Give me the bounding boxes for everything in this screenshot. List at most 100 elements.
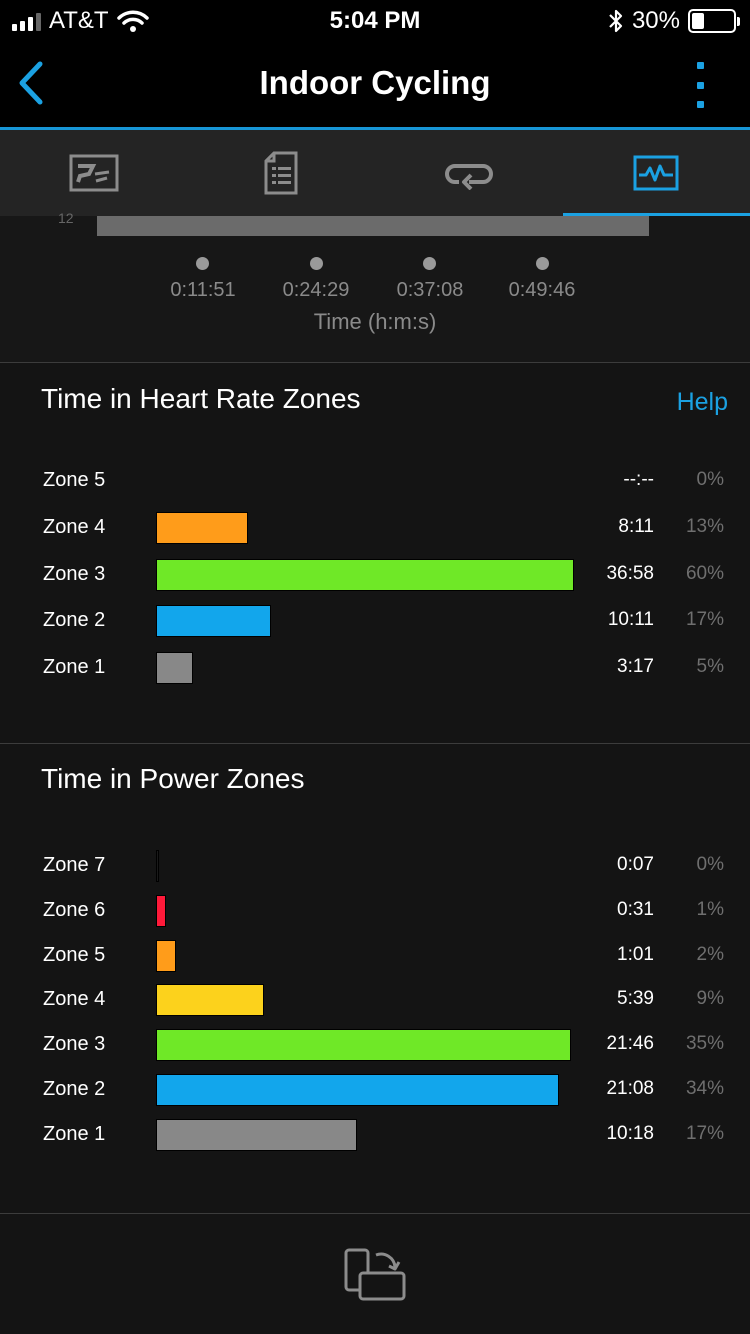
rotate-screen-icon[interactable]: [343, 1247, 407, 1303]
zone-row: Zone 2 21:08 34%: [0, 1073, 750, 1107]
zone-row: Zone 4 8:11 13%: [0, 511, 750, 545]
heart-rate-section-title: Time in Heart Rate Zones: [41, 383, 361, 414]
zone-percent: 9%: [696, 988, 724, 1010]
help-link[interactable]: Help: [676, 388, 728, 416]
zone-bar: [156, 984, 264, 1017]
tick-label: 0:24:29: [282, 279, 350, 301]
zone-bar: [156, 894, 166, 927]
more-vertical-icon[interactable]: [690, 62, 710, 108]
zone-percent: 1%: [696, 898, 724, 920]
zone-row: Zone 4 5:39 9%: [0, 983, 750, 1017]
tick-dot: [310, 257, 323, 270]
status-bar: AT&T 5:04 PM 30%: [0, 0, 750, 42]
zone-bar: [156, 652, 193, 685]
tab-details[interactable]: [188, 130, 376, 216]
zone-time: 36:58: [606, 562, 654, 584]
divider: [0, 743, 750, 744]
tick-label: 0:49:46: [508, 279, 576, 301]
details-document-icon: [264, 151, 298, 195]
zone-percent: 5%: [696, 656, 724, 678]
zone-label: Zone 3: [43, 562, 106, 585]
zone-label: Zone 7: [43, 854, 106, 876]
power-section-title: Time in Power Zones: [41, 763, 305, 794]
wifi-icon: [116, 10, 149, 32]
tab-bar: [0, 130, 750, 216]
zone-time: 10:11: [607, 609, 654, 631]
tick-label: 0:37:08: [396, 279, 464, 301]
zone-label: Zone 5: [43, 469, 106, 491]
battery-percent: 30%: [631, 7, 680, 34]
zone-bar: [156, 511, 248, 544]
zone-row: Zone 5 1:01 2%: [0, 939, 750, 973]
laps-loop-icon: [444, 164, 493, 190]
zone-percent: 2%: [696, 943, 724, 965]
zone-percent: 34%: [685, 1078, 724, 1099]
zone-label: Zone 4: [43, 515, 106, 538]
zone-row: Zone 7 0:07 0%: [0, 849, 750, 883]
zone-time: 8:11: [618, 515, 654, 537]
zone-row: Zone 1 10:18 17%: [0, 1118, 750, 1152]
zone-bar: [156, 1029, 571, 1062]
charts-activity-icon: [633, 155, 679, 191]
bluetooth-icon: [609, 9, 623, 33]
zone-label: Zone 1: [43, 1122, 106, 1145]
zone-label: Zone 1: [43, 656, 106, 679]
chart-area[interactable]: 12 0:11:51 0:24:29 0:37:08 0:49:46 Time …: [0, 210, 750, 362]
zone-percent: 17%: [685, 1122, 724, 1144]
zone-label: Zone 4: [43, 988, 106, 1011]
tick-label: 0:11:51: [170, 279, 236, 301]
zone-percent: 17%: [685, 609, 724, 631]
tick-dot: [536, 257, 549, 270]
zone-bar: [156, 1118, 357, 1151]
zone-time: 0:07: [617, 854, 654, 875]
zone-label: Zone 5: [43, 943, 106, 966]
signal-icon: [12, 11, 41, 31]
battery-icon: [688, 9, 740, 33]
zone-percent: 60%: [685, 562, 724, 584]
tick-dot: [423, 257, 436, 270]
zone-bar: [156, 850, 159, 882]
zone-row: Zone 1 3:17 5%: [0, 651, 750, 685]
zone-time: --:--: [623, 469, 654, 490]
zone-percent: 0%: [696, 469, 724, 490]
tab-summary[interactable]: [0, 130, 188, 216]
zone-bar: [156, 1074, 559, 1106]
tick-dot: [196, 257, 209, 270]
bottom-bar: [0, 1214, 750, 1334]
zone-percent: 0%: [696, 854, 724, 875]
zone-time: 10:18: [606, 1122, 654, 1144]
zone-bar: [156, 605, 271, 638]
zone-row: Zone 2 10:11 17%: [0, 604, 750, 638]
zone-label: Zone 3: [43, 1033, 106, 1056]
zone-label: Zone 2: [43, 609, 106, 632]
zone-bar: [156, 939, 176, 972]
status-left: AT&T: [12, 7, 149, 35]
chart-bar: [97, 216, 649, 236]
zone-row: Zone 5 --:-- 0%: [0, 464, 750, 498]
nav-bar: Indoor Cycling: [0, 42, 750, 130]
zone-time: 21:08: [606, 1078, 654, 1099]
carrier-label: AT&T: [49, 7, 109, 34]
zone-time: 21:46: [606, 1033, 654, 1055]
zone-row: Zone 3 21:46 35%: [0, 1028, 750, 1062]
divider: [0, 1213, 750, 1214]
zone-label: Zone 6: [43, 898, 106, 921]
zone-time: 0:31: [617, 898, 654, 920]
zone-row: Zone 6 0:31 1%: [0, 894, 750, 928]
tab-charts[interactable]: [562, 130, 750, 216]
axis-title: Time (h:m:s): [313, 309, 437, 334]
zone-percent: 13%: [685, 515, 724, 537]
zone-time: 5:39: [617, 988, 654, 1010]
zone-time: 3:17: [617, 656, 654, 678]
zone-label: Zone 2: [43, 1078, 106, 1100]
axis-cut-label: 12: [58, 210, 74, 226]
battery-fill: [692, 13, 704, 29]
tab-laps[interactable]: [375, 130, 563, 216]
divider: [0, 362, 750, 363]
chevron-left-icon[interactable]: [10, 58, 56, 108]
zone-row: Zone 3 36:58 60%: [0, 558, 750, 592]
status-right: 30%: [608, 7, 740, 35]
zone-time: 1:01: [617, 943, 654, 965]
page-title: Indoor Cycling: [259, 64, 491, 101]
zone-percent: 35%: [685, 1033, 724, 1055]
